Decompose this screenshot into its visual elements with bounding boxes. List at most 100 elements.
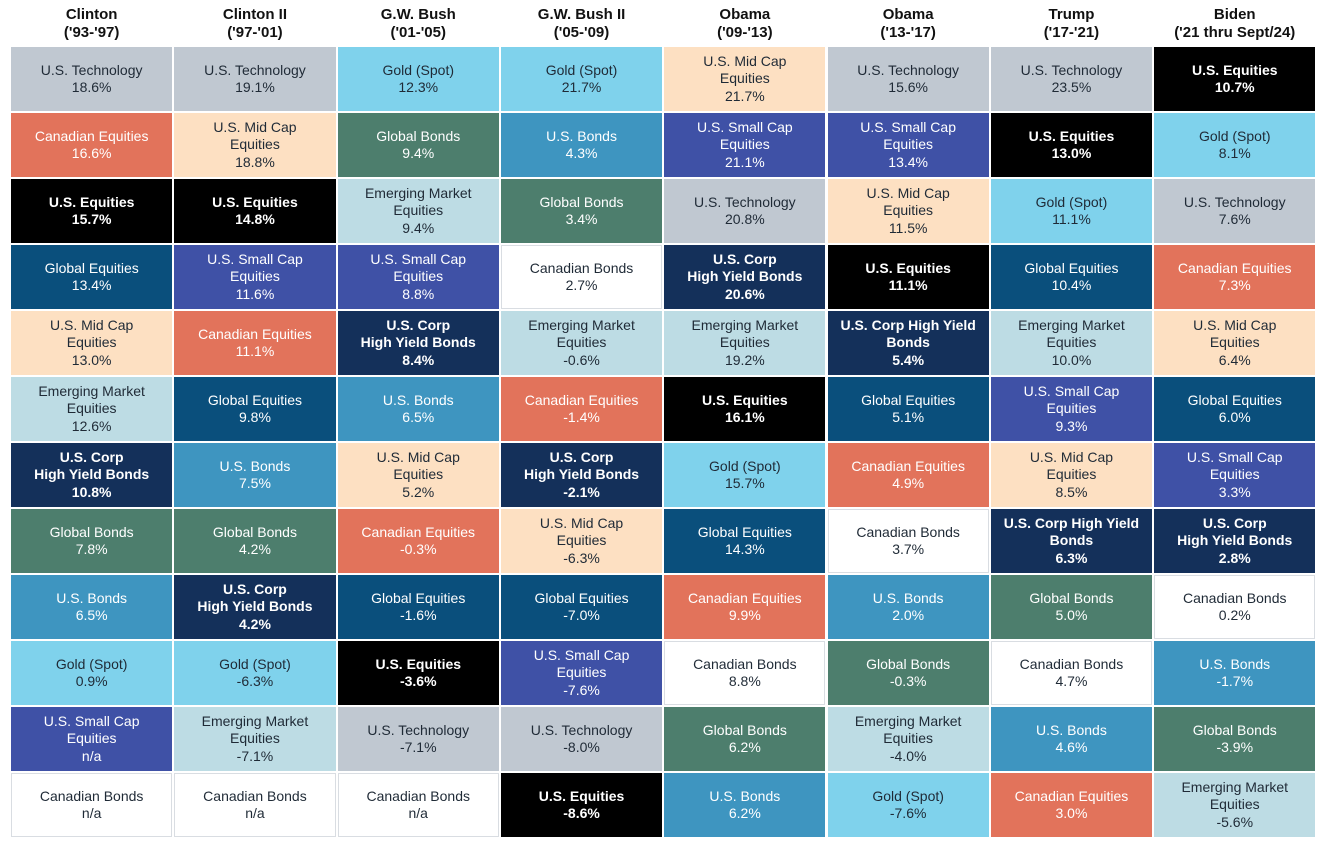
asset-label: Global Bonds [702, 721, 787, 738]
asset-label: U.S. Bonds [546, 127, 617, 144]
asset-label: U.S. Equities [1191, 61, 1278, 78]
return-value: 4.7% [1055, 673, 1088, 689]
return-value: 11.1% [1052, 211, 1091, 227]
asset-label: U.S. Bonds [872, 589, 944, 606]
asset-label: Global Equities [44, 259, 139, 276]
return-value: 13.4% [71, 277, 112, 293]
asset-label: U.S. Bonds [1199, 655, 1271, 672]
asset-label: U.S. Mid Cap Equities [1193, 316, 1277, 351]
asset-label: U.S. Small Cap Equities [207, 250, 303, 285]
quilt-cell: Global Bonds 6.2% [664, 707, 826, 771]
quilt-cell: U.S. Corp High Yield Bonds -2.1% [500, 443, 663, 507]
asset-label: U.S. Mid Cap Equities [539, 514, 624, 549]
return-value: 2.8% [1218, 549, 1251, 566]
quilt-cell: Global Bonds -3.9% [1154, 707, 1316, 771]
asset-label: U.S. Technology [693, 193, 796, 210]
return-value: 0.9% [75, 673, 108, 689]
asset-label: Emerging Market Equities [528, 316, 635, 351]
quilt-cell: U.S. Equities 10.7% [1154, 47, 1316, 111]
asset-label: Global Equities [861, 391, 956, 408]
return-value: -0.3% [399, 541, 437, 557]
return-value: 13.0% [1051, 145, 1092, 161]
return-value: -7.0% [563, 607, 600, 623]
column-header-period: ('13-'17) [880, 24, 936, 41]
asset-label: U.S. Equities [212, 193, 298, 210]
return-value: 6.5% [75, 607, 108, 623]
asset-label: Gold (Spot) [382, 61, 455, 78]
return-value: 19.2% [724, 351, 765, 368]
return-value: 3.4% [565, 211, 598, 227]
return-value: 18.6% [71, 79, 112, 95]
asset-label: Canadian Bonds [1182, 589, 1287, 606]
quilt-cell: Gold (Spot) 8.1% [1154, 113, 1316, 177]
return-value: -6.3% [236, 673, 274, 689]
return-value: 9.4% [402, 145, 435, 161]
asset-label: U.S. Equities [538, 787, 625, 804]
return-value: 3.3% [1218, 483, 1251, 500]
quilt-cell: U.S. Corp High Yield Bonds 10.8% [11, 443, 173, 507]
quilt-cell: Gold (Spot) 11.1% [990, 179, 1153, 243]
return-value: 5.1% [892, 409, 925, 425]
asset-label: Canadian Equities [198, 325, 312, 342]
quilt-cell: Canadian Bonds 2.7% [500, 245, 663, 309]
quilt-cell: Gold (Spot) 15.7% [664, 443, 826, 507]
quilt-cell: U.S. Mid Cap Equities 21.7% [664, 47, 826, 111]
asset-label: U.S. Mid Cap Equities [1029, 448, 1114, 483]
quilt-cell: Global Bonds 3.4% [500, 179, 663, 243]
return-value: 15.7% [71, 211, 112, 227]
asset-label: Canadian Bonds [693, 655, 797, 672]
quilt-cell: Gold (Spot) -7.6% [827, 773, 989, 837]
quilt-cell: U.S. Small Cap Equities -7.6% [500, 641, 663, 705]
quilt-cell: Canadian Equities 4.9% [827, 443, 989, 507]
quilt-cell: U.S. Bonds 4.3% [500, 113, 663, 177]
return-value: 15.6% [888, 79, 928, 95]
asset-label: Global Bonds [212, 523, 297, 540]
asset-label: Gold (Spot) [55, 655, 128, 672]
asset-label: U.S. Corp High Yield Bonds [197, 580, 313, 615]
asset-label: U.S. Bonds [56, 589, 128, 606]
return-value: 21.7% [561, 79, 602, 95]
return-value: 12.3% [398, 79, 439, 95]
return-value: n/a [81, 747, 102, 764]
asset-label: U.S. Corp High Yield Bonds [34, 448, 150, 483]
quilt-cell: Emerging Market Equities -4.0% [827, 707, 989, 771]
return-value: -0.6% [563, 351, 600, 368]
quilt-cell: Canadian Equities 11.1% [174, 311, 336, 375]
quilt-cell: U.S. Corp High Yield Bonds 8.4% [337, 311, 499, 375]
return-value: 8.4% [402, 351, 435, 368]
return-value: 9.8% [238, 409, 271, 425]
quilt-cell: Global Equities 5.1% [827, 377, 989, 441]
asset-label: U.S. Mid Cap Equities [376, 448, 460, 483]
quilt-cell: U.S. Mid Cap Equities 13.0% [11, 311, 173, 375]
return-value: 20.6% [724, 285, 765, 302]
quilt-cell: U.S. Technology 18.6% [11, 47, 173, 111]
asset-label: Global Equities [1187, 391, 1282, 408]
asset-label: Canadian Equities [1177, 259, 1292, 276]
column-header-name: Clinton II [222, 6, 288, 23]
column-header-period: ('05-'09) [553, 24, 610, 41]
quilt-cell: U.S. Technology 23.5% [990, 47, 1153, 111]
asset-label: U.S. Equities [865, 259, 951, 276]
column-header-period: ('93-'97) [63, 24, 120, 41]
return-value: 13.0% [71, 351, 112, 368]
asset-label: Gold (Spot) [1035, 193, 1108, 210]
return-value: 6.3% [1055, 549, 1088, 566]
quilt-cell: U.S. Equities -8.6% [500, 773, 663, 837]
asset-label: U.S. Small Cap Equities [860, 118, 956, 153]
asset-label: U.S. Technology [204, 61, 306, 78]
quilt-cell: U.S. Small Cap Equities 11.6% [174, 245, 336, 309]
return-value: 2.0% [892, 607, 925, 623]
quilt-cell: U.S. Corp High Yield Bonds 5.4% [827, 311, 989, 375]
asset-label: Emerging Market Equities [38, 382, 145, 417]
column-header: Biden ('21 thru Sept/24) [1154, 6, 1315, 48]
column-header-name: G.W. Bush II [537, 6, 626, 23]
quilt-cell: Canadian Equities -1.4% [500, 377, 663, 441]
quilt-cell: Emerging Market Equities -7.1% [174, 707, 336, 771]
quilt-cell: Global Equities 13.4% [11, 245, 173, 309]
asset-label: U.S. Technology [1183, 193, 1286, 210]
quilt-cell: Emerging Market Equities 12.6% [11, 377, 173, 441]
return-value: -0.3% [889, 673, 927, 689]
column-header: Trump ('17-'21) [991, 6, 1152, 48]
asset-label: Canadian Bonds [1019, 655, 1124, 672]
quilt-cell: Emerging Market Equities 9.4% [337, 179, 499, 243]
